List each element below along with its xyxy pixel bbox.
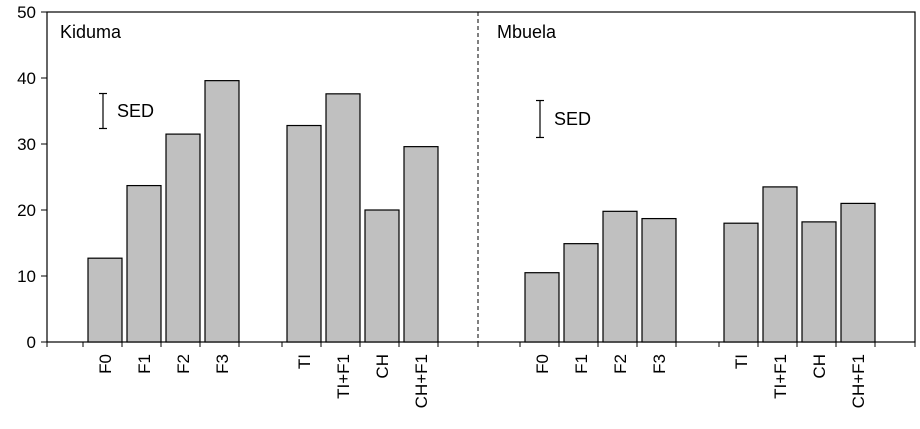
x-category-label: F2	[611, 354, 630, 374]
bar	[762, 186, 798, 343]
y-tick-label: 0	[27, 333, 36, 352]
bar	[723, 222, 759, 343]
x-axis: F0 F1 F2 F3 TI TI+F1 CH CH+F1 F0 F1 F2 F3 TI TI+F1 CH C…	[46, 342, 916, 408]
y-tick-label: 20	[17, 201, 36, 220]
y-axis: 0 10 20 30 40 50	[17, 3, 47, 352]
x-category-label: TI	[295, 354, 314, 369]
x-category-label: TI+F1	[771, 354, 790, 399]
x-category-label: CH+F1	[849, 354, 868, 408]
bar	[840, 202, 876, 343]
x-category-label: F3	[650, 354, 669, 374]
bar	[165, 133, 201, 343]
x-category-label: TI+F1	[334, 354, 353, 399]
bars	[87, 80, 876, 343]
bar	[364, 209, 400, 343]
x-category-label: F1	[135, 354, 154, 374]
bar	[87, 257, 123, 343]
x-category-label: F0	[533, 354, 552, 374]
bar	[524, 272, 560, 343]
x-category-label: CH	[810, 354, 829, 379]
bar	[403, 146, 439, 343]
x-category-label: F0	[96, 354, 115, 374]
panel-title: Mbuela	[497, 22, 557, 42]
x-category-label: CH+F1	[412, 354, 431, 408]
bar	[801, 221, 837, 343]
x-category-label: F3	[213, 354, 232, 374]
sed-label: SED	[117, 101, 154, 121]
y-tick-label: 40	[17, 69, 36, 88]
bar	[602, 210, 638, 343]
bar	[641, 217, 677, 343]
sed-markers: SED SED	[99, 92, 591, 139]
x-category-label: F1	[572, 354, 591, 374]
x-category-label: TI	[732, 354, 751, 369]
bar	[563, 243, 599, 343]
y-tick-label: 10	[17, 267, 36, 286]
x-category-label: CH	[373, 354, 392, 379]
sed-marker: SED	[536, 99, 591, 139]
x-category-label: F2	[174, 354, 193, 374]
y-tick-label: 30	[17, 135, 36, 154]
panel-titles: Kiduma Mbuela	[60, 22, 557, 42]
sed-marker: SED	[99, 92, 154, 130]
bar	[286, 124, 322, 343]
plot-frame	[46, 11, 916, 343]
bar	[204, 80, 240, 343]
plot-border	[46, 11, 916, 343]
sed-label: SED	[554, 109, 591, 129]
bar	[325, 93, 361, 343]
panel-title: Kiduma	[60, 22, 122, 42]
bar	[126, 184, 162, 343]
y-tick-label: 50	[17, 3, 36, 22]
